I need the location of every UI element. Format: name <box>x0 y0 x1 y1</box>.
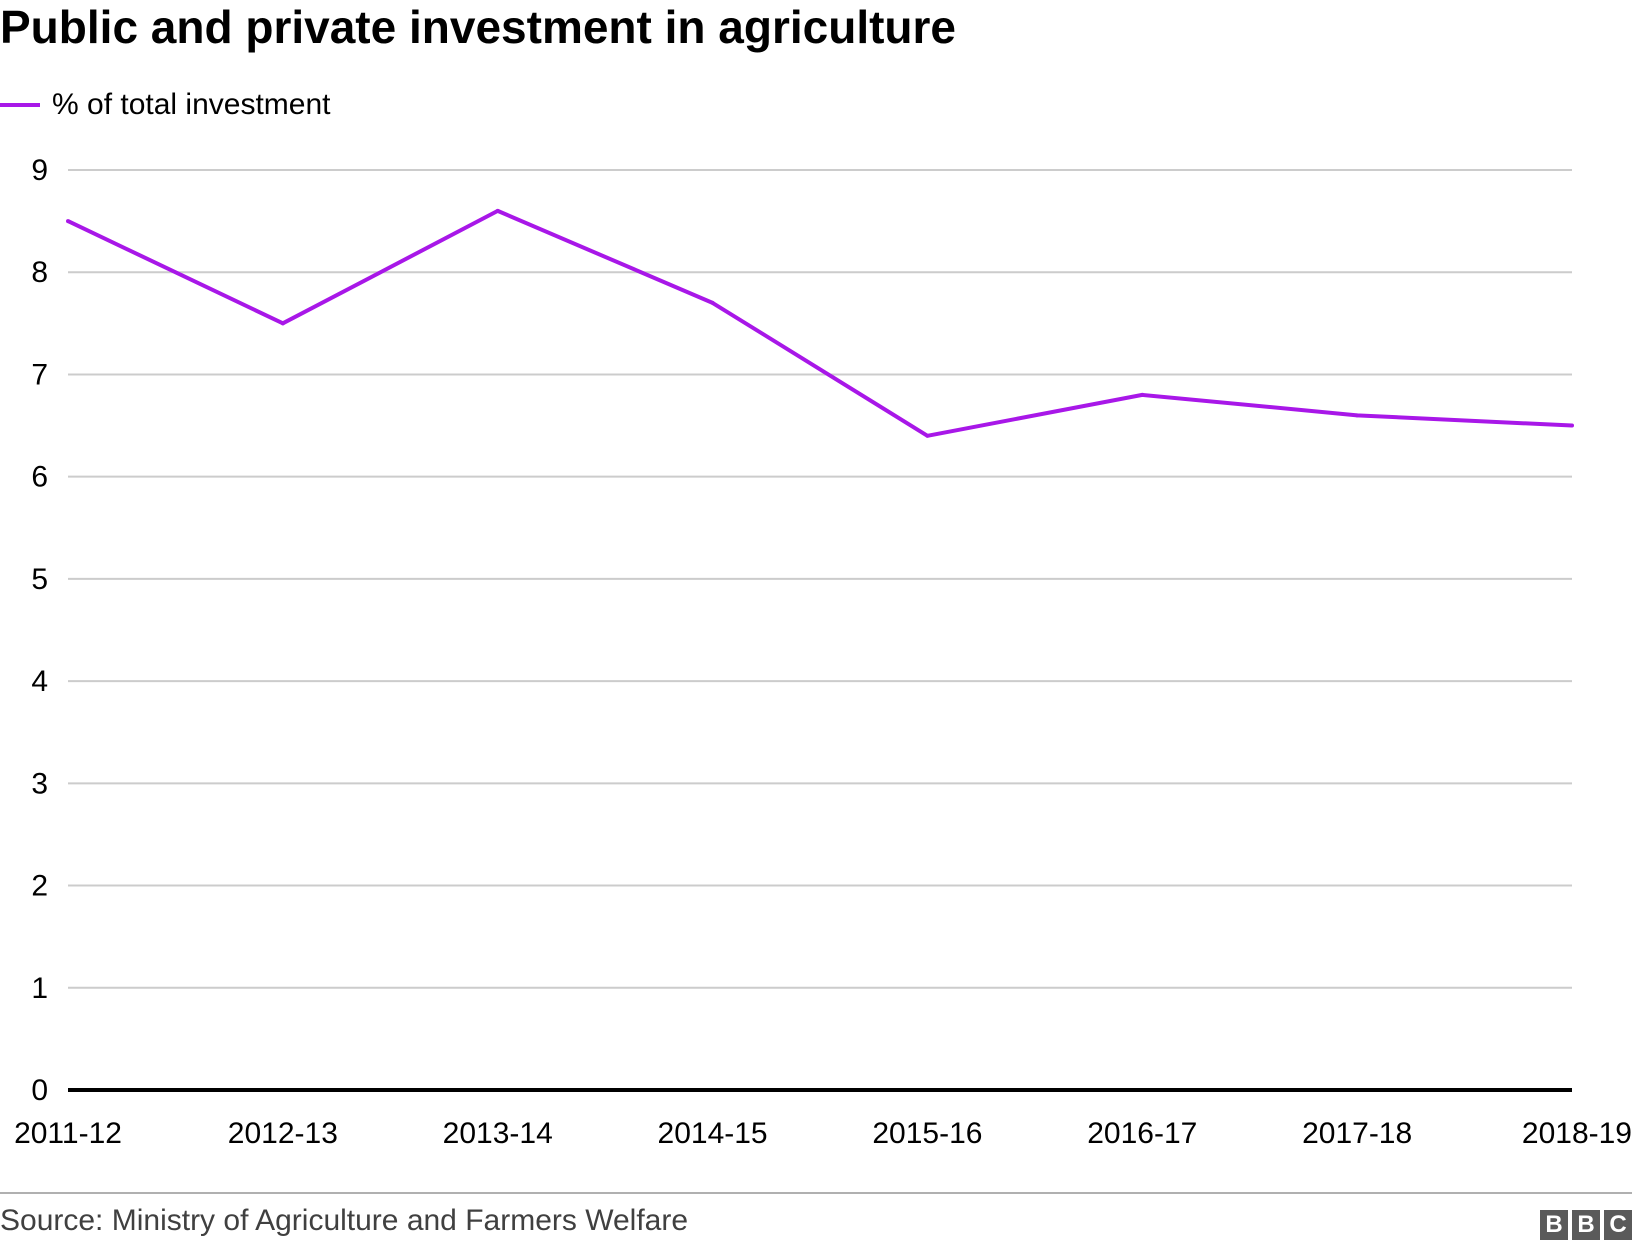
y-tick-label: 0 <box>31 1074 48 1107</box>
x-tick-label: 2018-19 <box>1522 1117 1632 1150</box>
data-point <box>1140 392 1145 397</box>
logo-letter: B <box>1540 1210 1568 1240</box>
data-point <box>280 321 285 326</box>
data-point <box>925 433 930 438</box>
legend-label: % of total investment <box>52 88 331 121</box>
data-point <box>1355 413 1360 418</box>
x-tick-label: 2011-12 <box>14 1117 122 1150</box>
y-tick-label: 2 <box>31 870 48 903</box>
line-chart: 0 1 2 3 4 5 6 7 8 9 2011-12 2012-13 2013-14 2014-15 20… <box>14 154 1632 1150</box>
y-tick-label: 3 <box>31 767 48 800</box>
x-tick-label: 2017-18 <box>1302 1117 1412 1150</box>
x-tick-label: 2015-16 <box>872 1117 982 1150</box>
x-tick-label: 2013-14 <box>443 1117 553 1150</box>
chart-title: Public and private investment in agricul… <box>0 1 957 53</box>
data-point <box>710 300 715 305</box>
logo-letter: C <box>1604 1210 1632 1240</box>
legend: % of total investment <box>0 88 330 122</box>
y-tick-label: 6 <box>31 461 48 494</box>
y-tick-label: 8 <box>31 256 48 289</box>
y-tick-label: 1 <box>31 972 48 1005</box>
y-tick-label: 5 <box>31 563 48 596</box>
series-line <box>67 208 1573 438</box>
y-tick-label: 4 <box>31 665 48 698</box>
footer-divider <box>0 1192 1632 1194</box>
data-point <box>1570 423 1574 428</box>
legend-swatch <box>0 103 40 107</box>
logo-letter: B <box>1572 1210 1600 1240</box>
x-tick-label: 2012-13 <box>228 1117 338 1150</box>
y-tick-label: 9 <box>31 154 48 187</box>
y-tick-label: 7 <box>31 358 48 391</box>
x-tick-label: 2016-17 <box>1087 1117 1197 1150</box>
data-point <box>66 219 70 224</box>
x-tick-label: 2014-15 <box>658 1117 768 1150</box>
source-note: Source: Ministry of Agriculture and Farm… <box>0 1204 689 1237</box>
data-point <box>495 208 500 213</box>
